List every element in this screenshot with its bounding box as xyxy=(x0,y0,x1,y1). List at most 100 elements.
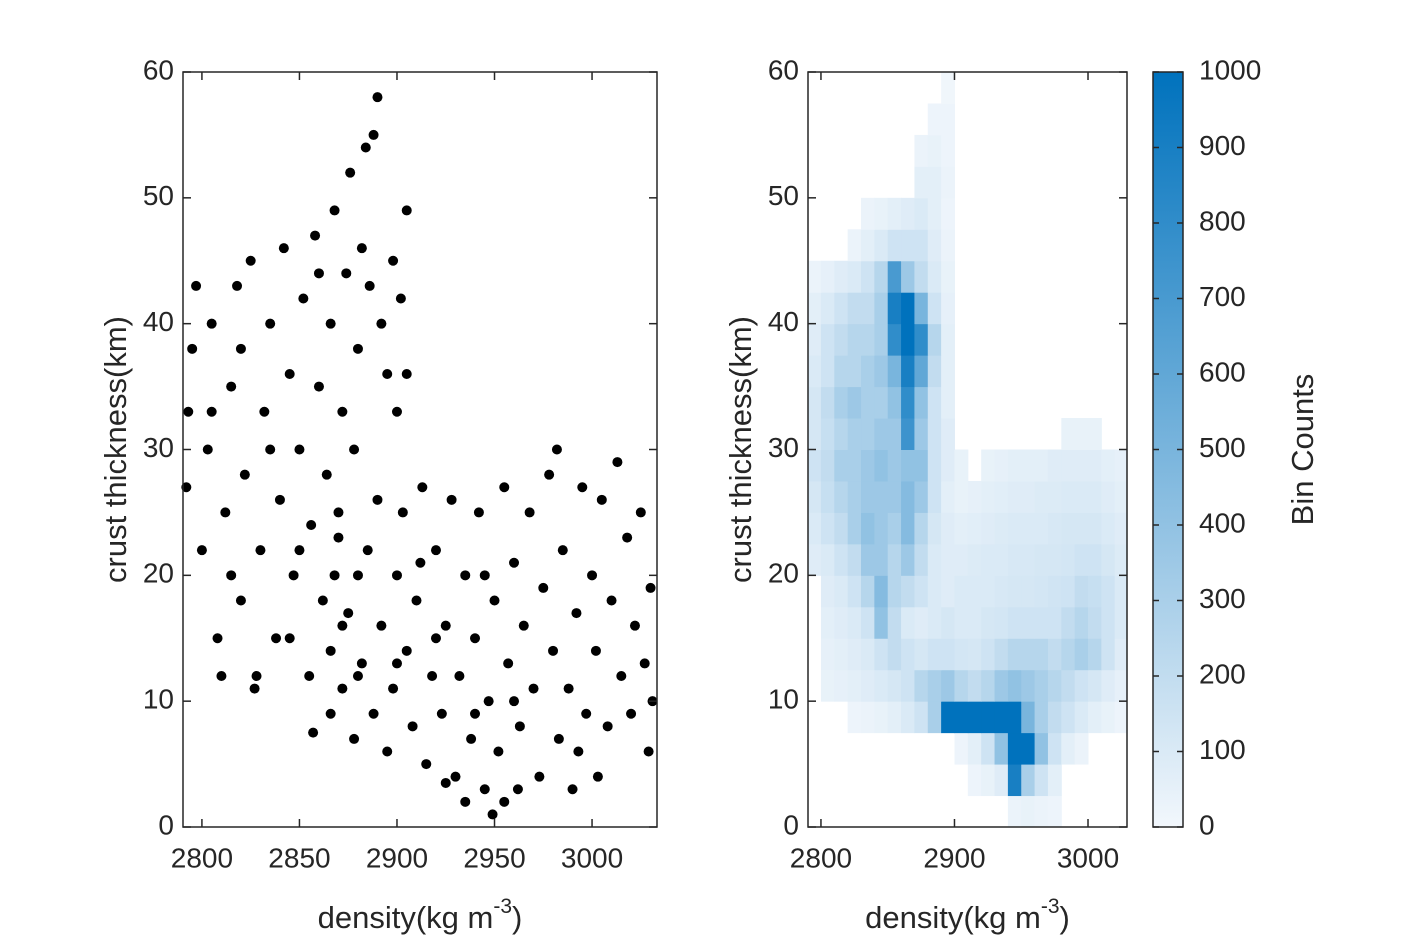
heatmap-cell xyxy=(941,543,955,576)
heatmap-cell xyxy=(927,418,942,450)
heatmap-cell xyxy=(967,575,982,608)
y-tick-label: 30 xyxy=(143,432,174,463)
heatmap-cell xyxy=(927,323,942,356)
heatmap-cell xyxy=(954,449,969,482)
heatmap-cell xyxy=(834,575,849,608)
heatmap-cell xyxy=(914,638,929,671)
heatmap-cell xyxy=(994,669,1009,702)
heatmap-cell xyxy=(820,449,835,482)
heatmap-cell xyxy=(874,669,889,702)
heatmap-cell xyxy=(967,669,982,702)
scatter-point xyxy=(411,595,422,606)
heatmap-cell xyxy=(901,449,915,482)
scatter-point xyxy=(395,293,406,304)
scatter-point xyxy=(509,696,520,707)
scatter-point xyxy=(551,444,562,455)
x-axis-label: density(kg m-3) xyxy=(865,895,1070,936)
heatmap-cell xyxy=(808,386,822,419)
heatmap-cell xyxy=(1061,512,1076,545)
heatmap-cell xyxy=(941,386,955,419)
heatmap-cell xyxy=(874,386,889,419)
heatmap-cell xyxy=(1088,480,1102,513)
scatter-point xyxy=(368,708,379,719)
heatmap-cell xyxy=(1061,638,1076,671)
heatmap-cell xyxy=(847,449,862,482)
scatter-point xyxy=(245,255,256,266)
heatmap-cell xyxy=(994,606,1009,639)
x-tick-label: 2800 xyxy=(790,842,852,873)
heatmap-cell xyxy=(901,606,915,639)
heatmap-cell xyxy=(1088,669,1102,702)
scatter-point xyxy=(460,570,471,581)
heatmap-cell xyxy=(927,292,942,325)
heatmap-cell xyxy=(820,669,835,702)
heatmap-cell xyxy=(967,606,982,639)
heatmap-cell xyxy=(808,355,822,388)
heatmap-cell xyxy=(820,386,835,419)
scatter-point xyxy=(306,520,317,530)
heatmap-cell xyxy=(914,606,929,639)
heatmap-cell xyxy=(874,606,889,639)
heatmap-cell xyxy=(834,292,849,325)
scatter-point xyxy=(239,469,250,480)
heatmap-cell xyxy=(887,575,902,608)
heatmap-cell xyxy=(874,449,889,482)
heatmap-cell xyxy=(847,386,862,419)
heatmap-cell xyxy=(1047,606,1062,639)
heatmap-cell xyxy=(994,512,1009,545)
heatmap-cell xyxy=(1114,575,1127,608)
heatmap-cell xyxy=(847,638,862,671)
heatmap-cell xyxy=(967,732,982,765)
heatmap-cell xyxy=(847,512,862,545)
x-tick-label: 2800 xyxy=(171,842,233,873)
scatter-point xyxy=(284,369,295,379)
y-tick-label: 40 xyxy=(768,306,799,337)
heatmap-cell xyxy=(861,197,875,230)
heatmap-cell xyxy=(874,512,889,545)
scatter-point xyxy=(391,658,402,669)
heatmap-cell xyxy=(967,543,982,576)
scatter-point xyxy=(417,482,428,493)
heatmap-cell xyxy=(1007,543,1022,576)
heatmap-cell xyxy=(901,355,915,388)
x-tick-label: 2900 xyxy=(923,842,985,873)
heatmap-cell xyxy=(941,418,955,450)
scatter-point xyxy=(321,469,332,480)
scatter-point xyxy=(524,507,535,518)
heatmap-cell xyxy=(941,480,955,513)
heatmap-cell xyxy=(834,449,849,482)
scatter-point xyxy=(235,343,246,354)
scatter-point xyxy=(181,482,192,493)
scatter-point xyxy=(345,167,356,178)
scatter-point xyxy=(544,469,555,480)
x-axis-label-sup: -3 xyxy=(493,895,512,918)
heatmap-cell xyxy=(954,701,969,734)
heatmap-cell xyxy=(1074,449,1089,482)
heatmap-cell xyxy=(954,638,969,671)
heatmap-cell xyxy=(808,292,822,325)
heatmap-cell xyxy=(874,197,889,230)
scatter-point xyxy=(352,343,363,354)
heatmap-cell xyxy=(1047,575,1062,608)
scatter-point xyxy=(382,369,393,379)
heatmap-cell xyxy=(861,701,875,734)
x-tick-label: 2950 xyxy=(463,842,525,873)
scatter-point xyxy=(226,381,237,392)
heatmap-cell xyxy=(1061,575,1076,608)
heatmap-cell xyxy=(1047,764,1062,797)
heatmap-cell xyxy=(847,480,862,513)
heatmap-cell xyxy=(914,197,929,230)
colorbar-tick-label: 700 xyxy=(1199,281,1246,312)
heatmap-cell xyxy=(847,292,862,325)
heatmap-cell xyxy=(901,229,915,262)
scatter-point xyxy=(364,280,375,291)
scatter-point xyxy=(294,444,305,455)
colorbar-tick-label: 0 xyxy=(1199,809,1215,840)
heatmap-cell xyxy=(927,355,942,388)
scatter-point xyxy=(592,771,603,782)
heatmap-cell xyxy=(994,449,1009,482)
scatter-point xyxy=(313,268,324,279)
scatter-point xyxy=(534,771,545,782)
heatmap-cell xyxy=(941,606,955,639)
heatmap-cell xyxy=(1021,764,1036,797)
